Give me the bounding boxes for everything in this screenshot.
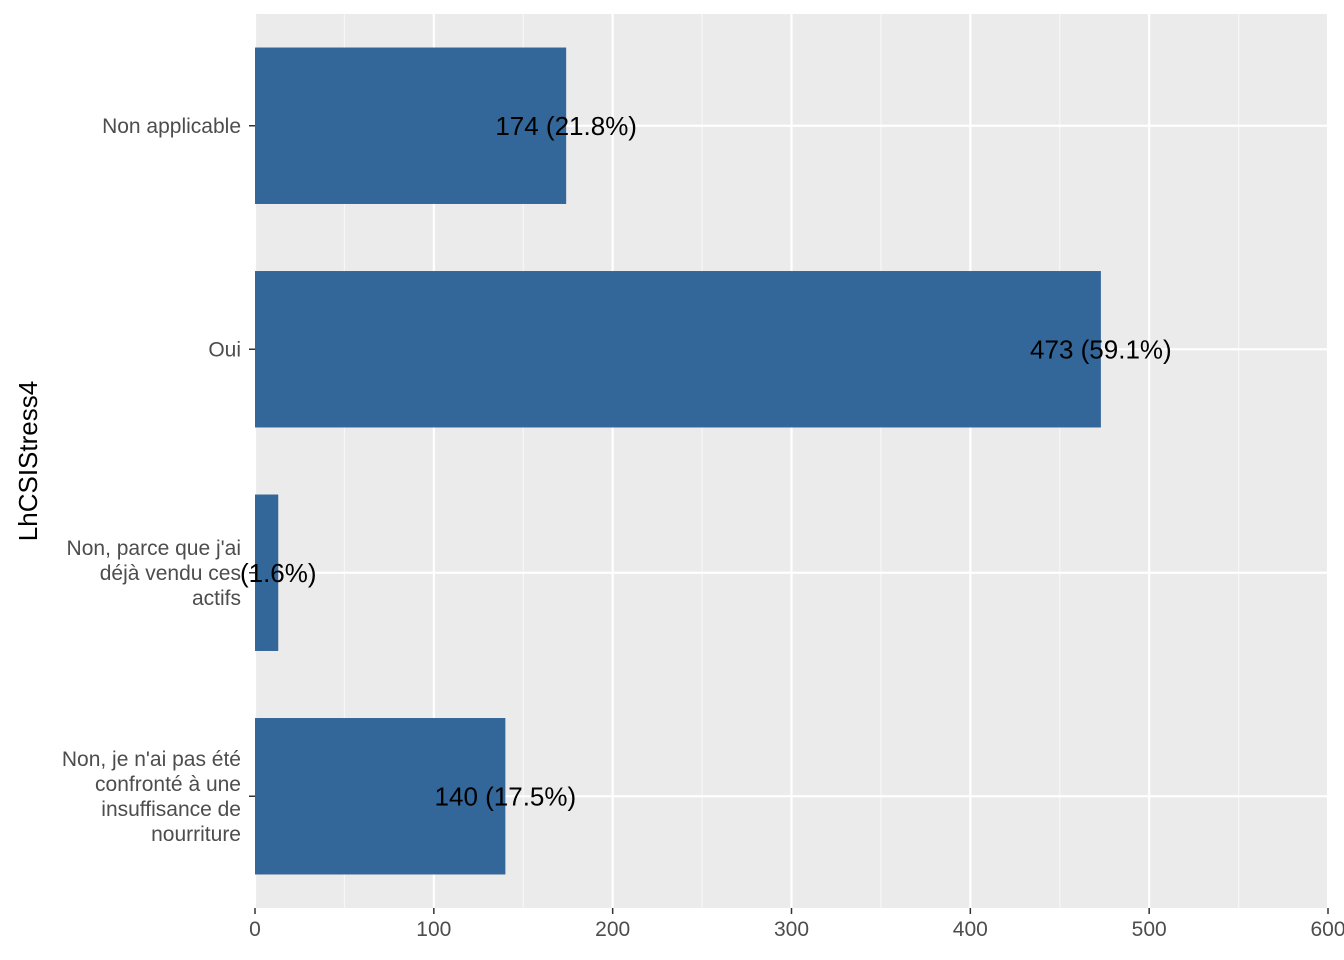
x-tick-label: 400	[953, 918, 988, 941]
bar	[255, 47, 567, 204]
bar	[255, 271, 1101, 428]
y-tick-label: Non, parce que j'ai déjà vendu ces actifs	[67, 537, 241, 610]
y-tick-label-line: Non applicable	[102, 115, 241, 138]
bar-value-label: 473 (59.1%)	[1030, 334, 1172, 364]
x-tick-label: 500	[1132, 918, 1167, 941]
y-axis: Non applicable Oui Non, parce que j'ai déjà…	[62, 115, 255, 846]
x-tick-label: 300	[774, 918, 809, 941]
y-tick-label-line: Non, parce que j'ai	[67, 537, 241, 560]
y-tick-label-line: actifs	[192, 587, 241, 610]
x-tick-label: 200	[595, 918, 630, 941]
bars	[255, 47, 1101, 875]
y-axis-title: LhCSIStress4	[13, 381, 43, 541]
y-tick-label: Non, je n'ai pas été confronté à une insuf…	[62, 748, 241, 846]
y-tick-label-line: Oui	[208, 338, 241, 361]
bar-value-labels: 174 (21.8%)473 (59.1%)(1.6%)140 (17.5%)	[240, 111, 1172, 812]
y-tick-label-line: déjà vendu ces	[100, 562, 241, 585]
x-tick-label: 100	[416, 918, 451, 941]
bar-value-label: 174 (21.8%)	[495, 111, 637, 141]
bar	[255, 494, 279, 651]
bar-value-label: 140 (17.5%)	[435, 781, 577, 811]
x-axis: 0 100 200 300 400 500 600	[249, 908, 1344, 941]
y-tick-label-line: nourriture	[151, 823, 241, 846]
x-tick-label: 600	[1310, 918, 1344, 941]
x-tick-label: 0	[249, 918, 261, 941]
y-tick-label-line: Non, je n'ai pas été	[62, 748, 241, 771]
y-tick-label: Oui	[208, 338, 241, 361]
y-tick-label-line: confronté à une	[95, 773, 241, 796]
y-tick-label: Non applicable	[102, 115, 241, 138]
y-tick-label-line: insuffisance de	[101, 798, 241, 821]
bar	[255, 718, 506, 875]
